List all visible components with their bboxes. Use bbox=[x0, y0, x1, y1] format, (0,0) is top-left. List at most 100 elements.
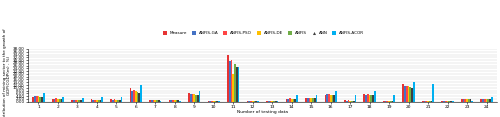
Bar bbox=[468, 99, 469, 102]
Bar bbox=[96, 100, 98, 102]
Bar bbox=[346, 101, 348, 102]
Bar bbox=[60, 99, 62, 102]
Bar bbox=[194, 94, 195, 102]
Bar bbox=[174, 100, 176, 102]
Bar bbox=[112, 100, 114, 102]
Bar bbox=[273, 101, 275, 102]
Bar bbox=[484, 99, 486, 102]
Bar bbox=[213, 101, 214, 102]
Bar bbox=[90, 99, 92, 102]
Bar bbox=[426, 101, 427, 102]
Bar bbox=[56, 98, 57, 102]
Bar bbox=[466, 99, 468, 102]
Bar bbox=[402, 84, 404, 102]
Bar bbox=[54, 99, 56, 102]
Bar bbox=[353, 101, 354, 102]
Bar bbox=[158, 100, 160, 102]
Bar bbox=[305, 98, 307, 102]
Bar bbox=[308, 98, 310, 102]
Bar bbox=[236, 67, 238, 102]
Bar bbox=[36, 96, 38, 102]
Bar bbox=[365, 95, 367, 102]
Bar bbox=[72, 100, 73, 102]
Bar bbox=[310, 98, 312, 102]
Bar bbox=[197, 95, 198, 102]
Bar bbox=[250, 101, 252, 102]
Bar bbox=[80, 100, 82, 102]
Bar bbox=[140, 85, 142, 102]
Bar bbox=[82, 98, 84, 102]
Bar bbox=[94, 100, 96, 102]
Bar bbox=[491, 97, 492, 102]
Bar bbox=[160, 101, 162, 102]
Bar bbox=[254, 101, 256, 102]
Bar bbox=[227, 55, 229, 102]
Bar bbox=[73, 100, 75, 102]
Bar bbox=[272, 101, 273, 102]
Bar bbox=[266, 101, 268, 102]
Bar bbox=[34, 96, 36, 102]
Bar bbox=[178, 100, 179, 102]
Bar bbox=[335, 91, 337, 102]
Bar bbox=[408, 86, 410, 102]
Bar bbox=[470, 99, 472, 102]
Bar bbox=[230, 60, 232, 102]
Bar bbox=[332, 95, 334, 102]
Bar bbox=[102, 97, 103, 102]
Bar bbox=[292, 99, 294, 102]
Bar bbox=[472, 101, 473, 102]
Bar bbox=[427, 101, 429, 102]
Bar bbox=[422, 101, 424, 102]
Bar bbox=[188, 93, 190, 102]
Bar bbox=[461, 99, 462, 102]
Bar bbox=[482, 99, 484, 102]
Bar bbox=[119, 100, 120, 102]
Bar bbox=[208, 101, 210, 102]
Bar bbox=[452, 101, 454, 102]
Bar bbox=[386, 101, 388, 102]
Bar bbox=[443, 101, 445, 102]
Bar bbox=[372, 95, 374, 102]
Bar bbox=[172, 100, 174, 102]
Bar bbox=[410, 87, 411, 102]
Bar bbox=[392, 101, 394, 102]
Bar bbox=[413, 82, 414, 102]
Bar bbox=[170, 100, 172, 102]
Bar bbox=[133, 90, 135, 102]
Bar bbox=[257, 101, 259, 102]
Bar bbox=[59, 99, 60, 102]
Bar bbox=[38, 96, 40, 102]
Bar bbox=[394, 95, 395, 102]
Bar bbox=[448, 101, 450, 102]
Bar bbox=[354, 95, 356, 102]
Bar bbox=[43, 93, 44, 102]
Bar bbox=[210, 101, 211, 102]
Bar bbox=[330, 95, 332, 102]
Bar bbox=[195, 95, 197, 102]
Bar bbox=[429, 101, 430, 102]
Bar bbox=[450, 101, 452, 102]
Bar bbox=[176, 100, 178, 102]
Bar bbox=[367, 94, 368, 102]
Bar bbox=[464, 99, 466, 102]
Bar bbox=[92, 100, 94, 102]
Y-axis label: Contribution of mining sector to the growth of
GDP(CGDP(m) - %): Contribution of mining sector to the gro… bbox=[3, 28, 12, 117]
Bar bbox=[291, 99, 292, 102]
Bar bbox=[179, 101, 181, 102]
Bar bbox=[76, 100, 78, 102]
Bar bbox=[100, 100, 102, 102]
Bar bbox=[238, 67, 240, 102]
Bar bbox=[52, 99, 54, 102]
Bar bbox=[442, 101, 443, 102]
Bar bbox=[388, 101, 390, 102]
Bar bbox=[275, 101, 276, 102]
X-axis label: Number of testing data: Number of testing data bbox=[237, 110, 288, 114]
Bar bbox=[424, 101, 426, 102]
Bar bbox=[229, 61, 230, 102]
Bar bbox=[383, 101, 384, 102]
Bar bbox=[364, 94, 365, 102]
Bar bbox=[78, 100, 80, 102]
Bar bbox=[294, 99, 296, 102]
Bar bbox=[198, 91, 200, 102]
Bar bbox=[110, 99, 112, 102]
